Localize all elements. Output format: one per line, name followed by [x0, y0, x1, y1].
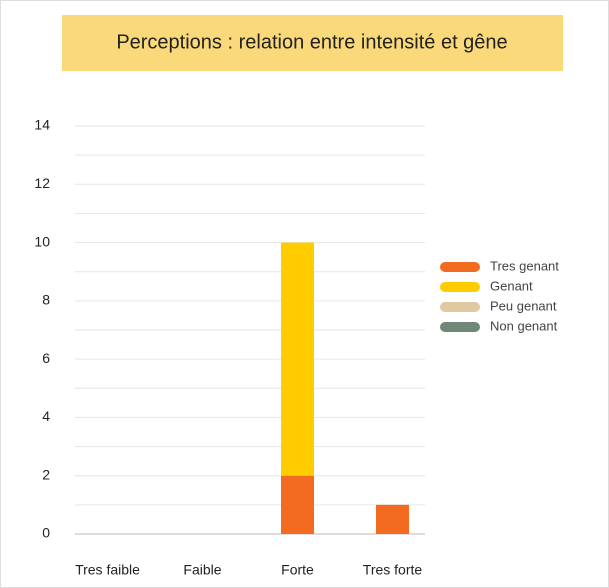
chart-title: Perceptions : relation entre intensité e…	[116, 31, 507, 53]
y-tick-label: 8	[42, 292, 50, 308]
legend-swatch	[440, 282, 480, 292]
x-tick-label: Tres faible	[75, 562, 140, 578]
legend-swatch	[440, 322, 480, 332]
legend-label: Tres genant	[490, 258, 559, 273]
legend-label: Genant	[490, 278, 533, 293]
legend-label: Non genant	[490, 318, 558, 333]
y-tick-label: 2	[42, 466, 50, 482]
y-tick-label: 14	[34, 117, 50, 133]
y-tick-label: 0	[42, 525, 50, 541]
title-box	[62, 15, 563, 71]
x-tick-label: Tres forte	[363, 562, 423, 578]
y-tick-label: 6	[42, 350, 50, 366]
y-tick-label: 4	[42, 408, 50, 424]
bar	[376, 504, 409, 534]
y-tick-label: 10	[34, 233, 50, 249]
y-tick-label: 12	[34, 175, 50, 191]
legend-swatch	[440, 262, 480, 272]
bar	[281, 475, 314, 534]
bar	[281, 242, 314, 476]
legend-swatch	[440, 302, 480, 312]
x-tick-label: Faible	[183, 562, 221, 578]
legend-label: Peu genant	[490, 298, 557, 313]
x-tick-label: Forte	[281, 562, 314, 578]
